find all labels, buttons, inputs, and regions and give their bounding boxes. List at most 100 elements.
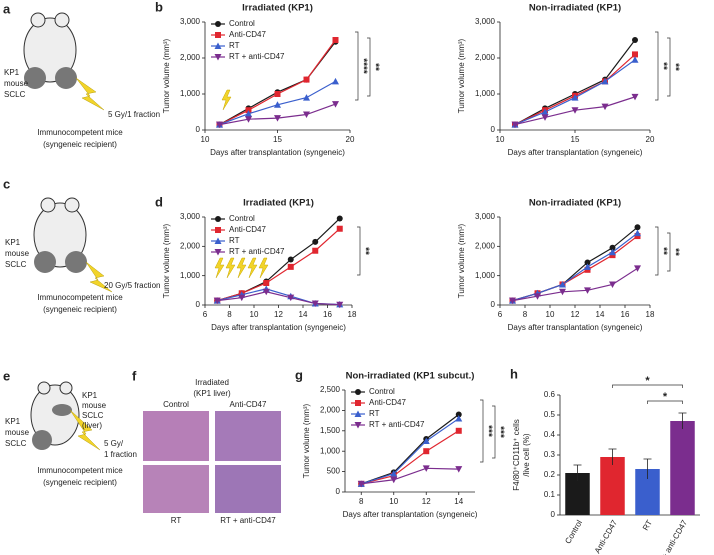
significance-label: ** — [657, 62, 668, 70]
chart-title: Non-irradiated (KP1) — [529, 198, 621, 209]
host-label: (syngeneic recipient) — [43, 305, 117, 314]
marker — [455, 427, 462, 434]
y-tick-label: 1,000 — [475, 89, 496, 98]
histology-label: RT — [171, 516, 182, 525]
histology-image — [215, 411, 281, 461]
x-tick-label: 6 — [203, 310, 208, 319]
y-tick-label: 0 — [196, 300, 201, 309]
legend-marker — [215, 216, 221, 222]
tumor-label: SCLC — [4, 90, 26, 99]
legend-marker — [214, 237, 222, 244]
marker — [274, 101, 281, 108]
marker — [609, 244, 616, 251]
marker — [634, 229, 641, 237]
tumor-label: KP1 — [5, 238, 21, 247]
series-line — [512, 267, 638, 302]
series-line — [217, 228, 341, 302]
marker — [312, 238, 319, 245]
y-tick-label: 2,500 — [320, 385, 341, 394]
legend-label: Anti-CD47 — [229, 30, 266, 39]
marker — [245, 107, 252, 114]
significance-bracket — [655, 226, 659, 276]
tumor-label: mouse — [5, 249, 30, 258]
dose-label: 5 Gy/ — [104, 439, 124, 448]
radiation-icon — [221, 89, 232, 111]
histology-label: Control — [163, 400, 189, 409]
marker — [559, 288, 566, 296]
mouse-diagram-a — [23, 12, 105, 111]
marker — [631, 93, 639, 101]
significance-label: *** — [482, 425, 493, 437]
radiation-icon — [214, 257, 225, 279]
histology-image — [215, 465, 281, 513]
panel-letter: e — [3, 368, 10, 383]
legend-marker — [214, 42, 222, 49]
marker — [274, 115, 281, 122]
tumor-label: SCLC — [5, 260, 27, 269]
histology-image — [143, 411, 209, 461]
legend-label: Anti-CD47 — [369, 398, 406, 407]
y-tick-label: 0 — [491, 300, 496, 309]
significance-label: * — [645, 375, 650, 387]
marker — [390, 476, 398, 484]
marker — [541, 108, 549, 115]
y-tick-label: 0 — [336, 487, 341, 496]
chart-title: Irradiated (KP1) — [242, 3, 313, 14]
y-axis-label: Tumor volume (mm³) — [302, 403, 311, 478]
tumor-label: KP1 — [5, 417, 21, 426]
y-tick-label: 1,500 — [320, 426, 341, 435]
series-line — [361, 467, 459, 485]
marker — [601, 103, 609, 111]
marker — [609, 248, 616, 256]
x-tick-label: 14 — [596, 310, 605, 319]
marker — [422, 465, 430, 472]
liver-label: KP1 — [82, 391, 98, 400]
chart-title: Non-irradiated (KP1) — [529, 3, 621, 14]
marker — [336, 301, 344, 309]
y-tick-label: 3,000 — [180, 212, 201, 221]
significance-bracket — [667, 232, 671, 272]
series-line — [361, 430, 460, 485]
significance-label: ** — [669, 63, 680, 71]
marker — [238, 294, 246, 302]
x-axis-label: Days after transplantation (syngeneic) — [508, 323, 643, 332]
legend-label: RT + anti-CD47 — [229, 52, 285, 61]
x-tick-label: 18 — [348, 310, 357, 319]
significance-bracket — [655, 31, 659, 101]
significance-bracket — [612, 384, 683, 388]
x-tick-label: 8 — [359, 497, 364, 506]
histology-title: Irradiated — [195, 378, 229, 387]
marker — [303, 111, 310, 119]
significance-bracket — [647, 400, 683, 404]
series-line — [512, 226, 638, 302]
significance-label: **** — [357, 58, 368, 74]
y-tick-label: 2,000 — [180, 241, 201, 250]
x-tick-label: 18 — [646, 310, 655, 319]
marker — [455, 415, 463, 422]
legend-marker — [355, 400, 361, 406]
legend-label: RT — [229, 236, 240, 245]
x-axis-label: Days after transplantation (syngeneic) — [508, 148, 643, 157]
tumor-label: mouse — [4, 79, 29, 88]
marker — [216, 121, 223, 129]
bar — [670, 421, 695, 515]
tumor-label: SCLC — [5, 439, 27, 448]
x-tick-label: 12 — [571, 310, 580, 319]
marker — [213, 297, 221, 305]
x-tick-label: 10 — [250, 310, 259, 319]
y-axis-label: /live cell (%) — [522, 433, 531, 476]
marker — [245, 116, 252, 123]
significance-label: ** — [657, 247, 668, 255]
y-tick-label: 3,000 — [475, 17, 496, 26]
y-tick-label: 0 — [491, 125, 496, 134]
x-tick-label: 10 — [496, 135, 505, 144]
x-tick-label: RT — [641, 518, 654, 532]
legend-label: RT — [229, 41, 240, 50]
marker — [245, 110, 252, 117]
x-axis-label: Days after transplantation (syngeneic) — [210, 148, 345, 157]
marker — [303, 94, 310, 101]
marker — [534, 293, 541, 300]
y-tick-label: 1,000 — [180, 89, 201, 98]
marker — [571, 94, 579, 101]
